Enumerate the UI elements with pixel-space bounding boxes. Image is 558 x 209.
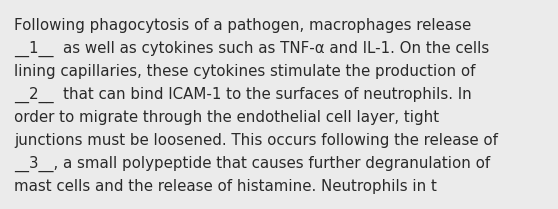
Text: mast cells and the release of histamine. Neutrophils in t: mast cells and the release of histamine.… <box>14 179 437 194</box>
Text: __1__  as well as cytokines such as TNF-α and IL-1. On the cells: __1__ as well as cytokines such as TNF-α… <box>14 41 489 57</box>
Text: order to migrate through the endothelial cell layer, tight: order to migrate through the endothelial… <box>14 110 439 125</box>
Text: Following phagocytosis of a pathogen, macrophages release: Following phagocytosis of a pathogen, ma… <box>14 18 472 33</box>
Text: __3__, a small polypeptide that causes further degranulation of: __3__, a small polypeptide that causes f… <box>14 156 490 172</box>
Text: __2__  that can bind ICAM-1 to the surfaces of neutrophils. In: __2__ that can bind ICAM-1 to the surfac… <box>14 87 472 103</box>
Text: junctions must be loosened. This occurs following the release of: junctions must be loosened. This occurs … <box>14 133 498 148</box>
Text: lining capillaries, these cytokines stimulate the production of: lining capillaries, these cytokines stim… <box>14 64 475 79</box>
